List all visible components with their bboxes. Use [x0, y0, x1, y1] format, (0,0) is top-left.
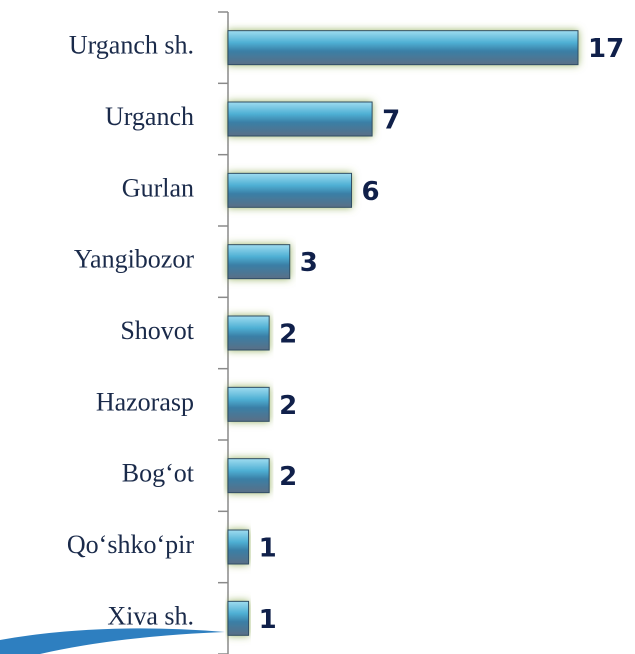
y-tick-label: Hazorasp	[96, 387, 194, 416]
bar	[227, 101, 373, 137]
bar	[227, 315, 270, 351]
value-label: 1	[259, 605, 277, 635]
y-tick-label: Xiva sh.	[107, 601, 194, 630]
y-tick-label: Qo‘shko‘pir	[67, 530, 194, 559]
y-tick-label: Bog‘ot	[122, 459, 195, 488]
y-tick-label: Urganch	[105, 102, 194, 131]
bar	[227, 600, 250, 636]
value-label: 2	[279, 391, 297, 421]
plot: Urganch sh. 17 Urganch 7 Gurlan 6 Yangibozor 3 S…	[67, 11, 624, 654]
value-label: 2	[279, 462, 297, 492]
value-label: 3	[300, 248, 318, 278]
decor-swoosh	[0, 628, 225, 654]
bar	[227, 30, 579, 66]
value-label: 2	[279, 320, 297, 350]
y-tick-label: Yangibozor	[74, 245, 194, 274]
bar	[227, 172, 353, 208]
bar	[227, 458, 270, 494]
bar	[227, 386, 270, 422]
y-tick-label: Gurlan	[122, 173, 194, 202]
y-tick-label: Shovot	[120, 316, 194, 345]
y-tick-label: Urganch sh.	[69, 31, 194, 60]
value-label: 17	[588, 34, 624, 64]
value-label: 7	[382, 106, 400, 136]
bar	[227, 244, 291, 280]
bar	[227, 529, 250, 565]
value-label: 6	[362, 177, 380, 207]
value-label: 1	[259, 534, 277, 564]
